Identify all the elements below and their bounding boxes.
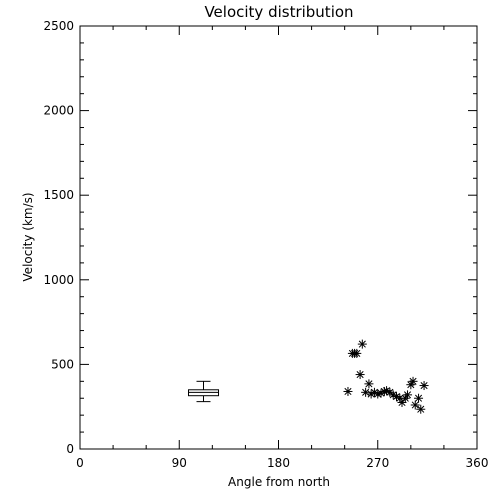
- y-tick-label: 0: [66, 442, 74, 456]
- x-axis-title: Angle from north: [228, 475, 330, 489]
- x-tick-label: 180: [267, 456, 290, 470]
- asterisk-stroke: [344, 387, 352, 396]
- data-point: [400, 393, 410, 403]
- asterisk-stroke: [365, 380, 373, 388]
- asterisk-stroke: [417, 405, 425, 413]
- data-point: [419, 381, 429, 391]
- y-tick-label: 2000: [43, 104, 74, 118]
- chart-title: Velocity distribution: [204, 3, 353, 21]
- y-tick-label: 500: [51, 357, 74, 371]
- asterisk-stroke: [362, 388, 370, 396]
- axis-ticks: 0 90 180 270 360 0 500 1000 1500 2000 2500: [43, 19, 488, 470]
- asterisk-stroke: [414, 394, 423, 402]
- data-point: [416, 404, 426, 414]
- asterisk-stroke: [411, 401, 419, 409]
- asterisk-stroke: [398, 398, 406, 407]
- data-point: [403, 390, 413, 400]
- asterisk-stroke: [389, 391, 397, 399]
- asterisk-stroke: [420, 381, 428, 390]
- asterisk-stroke: [409, 377, 417, 385]
- data-point: [357, 339, 367, 349]
- data-point: [414, 393, 424, 403]
- asterisk-stroke: [396, 394, 404, 402]
- y-tick-label: 1500: [43, 188, 74, 202]
- box-plot: [188, 380, 220, 403]
- asterisk-stroke: [358, 340, 366, 348]
- x-tick-label: 0: [76, 456, 84, 470]
- asterisk-stroke: [386, 388, 394, 396]
- asterisk-stroke: [392, 392, 401, 401]
- y-tick-label: 2500: [43, 19, 74, 33]
- asterisk-stroke: [356, 370, 364, 379]
- data-point: [410, 400, 420, 410]
- data-point: [343, 386, 353, 396]
- data-point: [352, 348, 362, 358]
- asterisk-stroke: [403, 391, 412, 399]
- asterisk-stroke: [383, 387, 391, 395]
- data-point: [355, 370, 365, 380]
- data-points: [343, 339, 429, 414]
- data-point: [364, 379, 374, 389]
- x-tick-label: 360: [466, 456, 489, 470]
- data-point: [408, 376, 418, 386]
- y-tick-label: 1000: [43, 273, 74, 287]
- x-tick-label: 90: [172, 456, 187, 470]
- asterisk-stroke: [353, 349, 361, 357]
- x-tick-label: 270: [366, 456, 389, 470]
- asterisk-stroke: [370, 388, 378, 396]
- y-axis-title: Velocity (km/s): [21, 192, 35, 281]
